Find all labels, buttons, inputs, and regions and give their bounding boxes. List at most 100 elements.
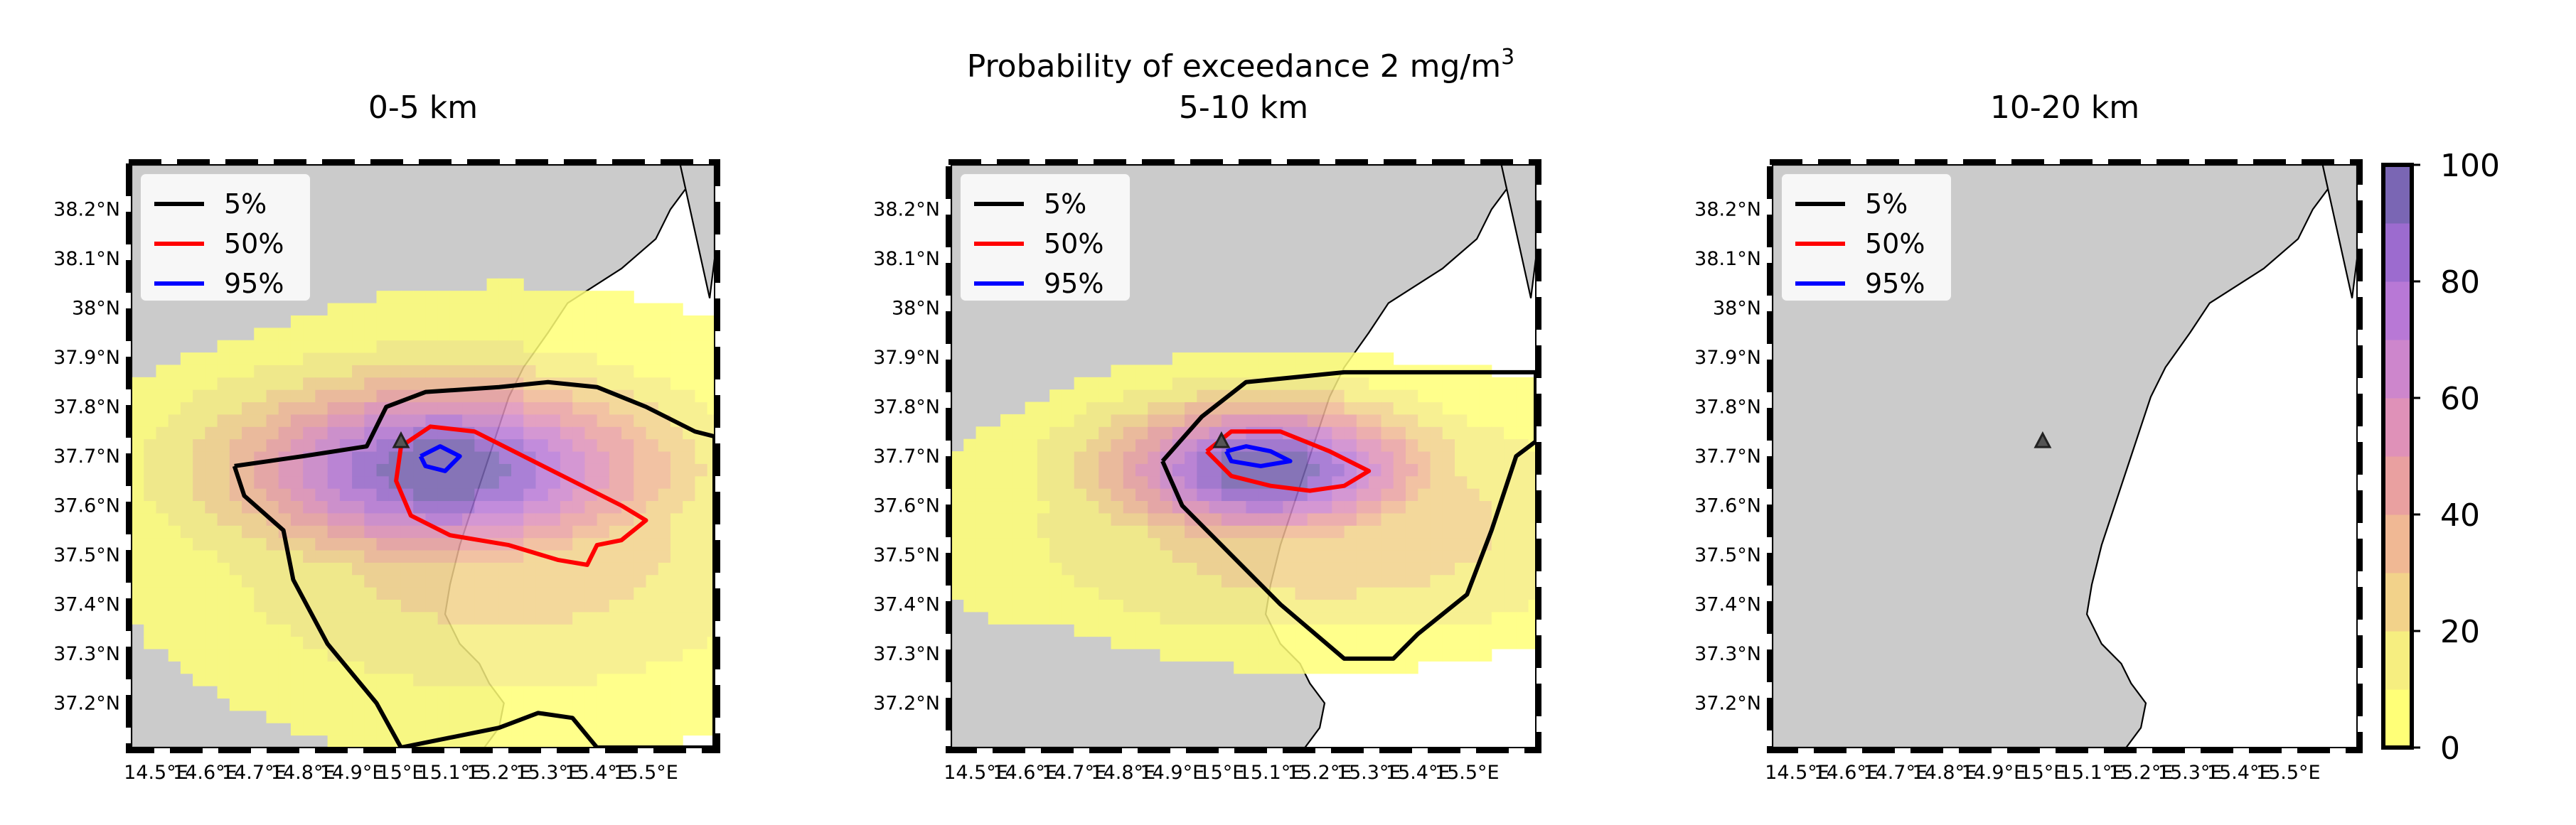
vent-marker xyxy=(392,431,410,448)
x-tick-label: 15.3°E xyxy=(515,762,580,784)
x-tick-label: 14.9°E xyxy=(1961,762,2026,784)
x-tick-label: 14.7°E xyxy=(1042,762,1106,784)
x-tick-label: 14.8°E xyxy=(271,762,336,784)
y-tick-label: 37.3°N xyxy=(53,643,120,665)
y-tick-label: 38.2°N xyxy=(1694,199,1761,221)
x-tick-label: 14.7°E xyxy=(222,762,287,784)
contour-50 xyxy=(1205,429,1372,493)
y-tick-label: 37.8°N xyxy=(873,397,940,419)
land-calabria xyxy=(1500,165,1536,298)
y-tick-label: 37.2°N xyxy=(1694,692,1761,714)
y-tick-label: 37.6°N xyxy=(1694,495,1761,517)
land-calabria xyxy=(2321,165,2357,298)
y-tick-label: 38°N xyxy=(72,298,120,320)
y-tick-label: 37.2°N xyxy=(873,692,940,714)
contour-95 xyxy=(1224,444,1293,468)
legend-label: 5% xyxy=(1865,188,1908,220)
x-tick-label: 15.2°E xyxy=(466,762,531,784)
y-tick-label: 37.3°N xyxy=(1694,643,1761,665)
vent-marker xyxy=(1212,431,1231,448)
x-tick-label: 15.1°E xyxy=(1239,762,1303,784)
y-tick-label: 37.7°N xyxy=(1694,446,1761,468)
y-tick-label: 37.5°N xyxy=(1694,544,1761,566)
x-tick-label: 15°E xyxy=(1198,762,1244,784)
y-tick-label: 37.2°N xyxy=(53,692,120,714)
legend-label: 50% xyxy=(1044,228,1103,259)
x-tick-label: 14.5°E xyxy=(944,762,1008,784)
legend-label: 95% xyxy=(224,268,284,299)
x-tick-label: 14.8°E xyxy=(1912,762,1977,784)
legend: 5% 50% 95% xyxy=(139,173,311,302)
x-tick-label: 14.6°E xyxy=(993,762,1057,784)
x-tick-label: 15.2°E xyxy=(2109,762,2174,784)
y-tick-label: 37.9°N xyxy=(1694,347,1761,369)
colorbar-tick-label: 20 xyxy=(2440,614,2480,650)
y-tick-label: 38°N xyxy=(892,298,940,320)
map-border-dashed xyxy=(946,159,1541,753)
probability-field xyxy=(132,278,715,748)
colorbar-segment xyxy=(2383,281,2412,340)
colorbar-tick-label: 60 xyxy=(2440,381,2480,417)
colorbar-segment xyxy=(2383,573,2412,632)
x-tick-label: 15.1°E xyxy=(2060,762,2125,784)
legend-label: 95% xyxy=(1044,268,1103,299)
contour-5 xyxy=(1160,370,1536,661)
colorbar-segment xyxy=(2383,165,2412,224)
legend: 5% 50% 95% xyxy=(1780,173,1952,302)
y-tick-label: 37.4°N xyxy=(53,593,120,615)
colorbar-tick-label: 0 xyxy=(2440,730,2460,767)
y-tick-label: 37.6°N xyxy=(53,495,120,517)
x-tick-label: 15.3°E xyxy=(1337,762,1401,784)
y-tick-label: 37.7°N xyxy=(53,446,120,468)
vent-marker xyxy=(2033,431,2052,448)
colorbar-segment xyxy=(2383,514,2412,573)
x-tick-label: 14.6°E xyxy=(1814,762,1878,784)
y-tick-label: 37.8°N xyxy=(53,397,120,419)
x-tick-label: 15.5°E xyxy=(614,762,678,784)
y-tick-label: 38.1°N xyxy=(873,248,940,270)
panel-title: 0-5 km xyxy=(368,90,478,126)
x-tick-label: 15.4°E xyxy=(565,762,629,784)
colorbar-tick-label: 80 xyxy=(2440,264,2480,301)
colorbar-frame xyxy=(2381,163,2414,750)
x-tick-label: 15.1°E xyxy=(418,762,483,784)
contour-50 xyxy=(394,424,648,567)
legend-label: 5% xyxy=(224,188,267,220)
y-tick-label: 38.1°N xyxy=(1694,248,1761,270)
colorbar-segment xyxy=(2383,631,2412,690)
colorbar-segment xyxy=(2383,689,2412,748)
panel-0-5km: 0-5 km 38.2°N 38.1°N 38°N 37.9°N 37.8°N 37.7°N… xyxy=(53,90,720,784)
x-tick-label: 15.5°E xyxy=(1435,762,1500,784)
colorbar-tick-label: 100 xyxy=(2440,148,2500,184)
figure-suptitle: Probability of exceedance 2 mg/m3 xyxy=(967,45,1514,85)
y-tick-label: 38.2°N xyxy=(53,199,120,221)
contour-95 xyxy=(418,444,462,473)
legend-label: 95% xyxy=(1865,268,1925,299)
legend-label: 50% xyxy=(224,228,284,259)
map-border-dashed xyxy=(126,159,720,753)
panel-title: 5-10 km xyxy=(1179,90,1308,126)
x-tick-label: 14.6°E xyxy=(173,762,237,784)
y-tick-label: 37.8°N xyxy=(1694,397,1761,419)
x-tick-label: 15°E xyxy=(2019,762,2065,784)
x-tick-label: 15°E xyxy=(378,762,424,784)
y-tick-label: 37.5°N xyxy=(873,544,940,566)
x-tick-label: 14.7°E xyxy=(1863,762,1928,784)
x-tick-label: 14.9°E xyxy=(1140,762,1204,784)
colorbar-segment xyxy=(2383,223,2412,282)
y-tick-label: 38.2°N xyxy=(873,199,940,221)
panel-5-10km: 5-10 km 38.2°N 38.1°N 38°N 37.9°N 37.8°N 37.7°… xyxy=(873,90,1541,784)
land-calabria xyxy=(679,165,715,298)
x-tick-label: 15.3°E xyxy=(2158,762,2223,784)
panel-10-20km: 10-20 km 38.2°N 38.1°N 38°N 37.9°N 37.8°N 37.7… xyxy=(1694,90,2363,784)
y-tick-label: 37.6°N xyxy=(873,495,940,517)
y-tick-label: 37.9°N xyxy=(873,347,940,369)
probability-field xyxy=(951,352,1536,674)
colorbar-segment xyxy=(2383,398,2412,457)
x-tick-label: 15.5°E xyxy=(2256,762,2321,784)
x-tick-label: 14.5°E xyxy=(1765,762,1829,784)
colorbar-segment xyxy=(2383,456,2412,515)
map-border-dashed xyxy=(1767,159,2363,753)
x-tick-label: 14.5°E xyxy=(124,762,188,784)
colorbar: 0 20 40 60 80 100 xyxy=(2381,148,2500,767)
